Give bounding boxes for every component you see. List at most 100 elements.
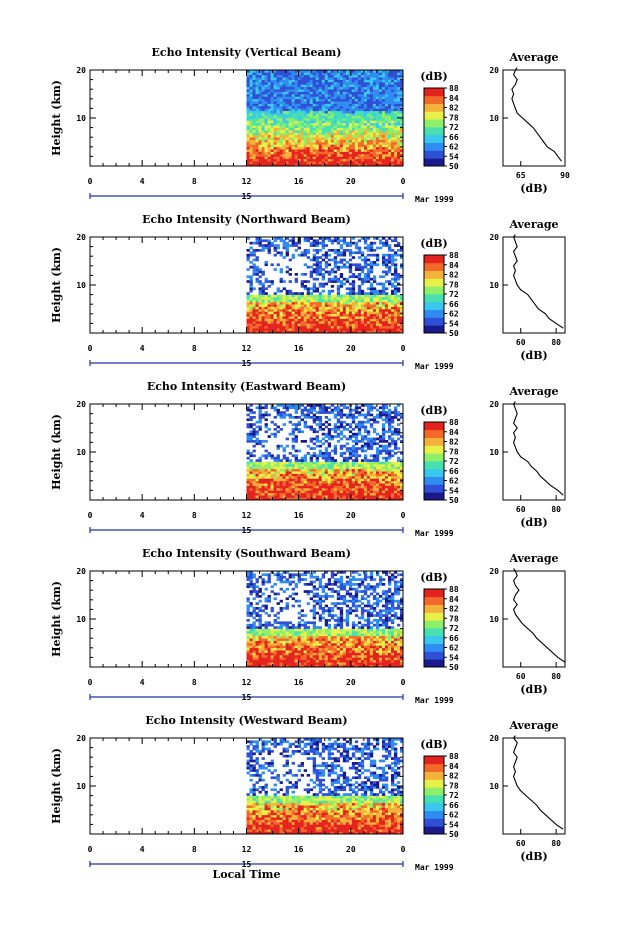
heatmap-cell <box>375 98 380 102</box>
heatmap-cell <box>345 309 350 312</box>
heatmap-cell <box>342 144 347 148</box>
heatmap-cell <box>255 156 259 160</box>
heatmap-cell <box>396 74 401 78</box>
heatmap-cell <box>246 91 250 95</box>
heatmap-cell <box>327 253 332 257</box>
heatmap-cell <box>318 86 323 90</box>
heatmap-cell <box>363 132 368 136</box>
heatmap-cell <box>291 444 295 448</box>
heatmap-cell <box>267 98 271 102</box>
heatmap-cell <box>357 96 362 100</box>
heatmap-cell <box>336 466 341 470</box>
heatmap-cell <box>297 154 301 157</box>
heatmap-cell <box>276 476 280 479</box>
heatmap-cell <box>297 430 301 434</box>
heatmap-cell <box>333 311 338 315</box>
heatmap-cell <box>294 82 298 85</box>
heatmap-cell <box>279 299 283 303</box>
heatmap-cell <box>285 139 289 143</box>
heatmap-cell <box>297 139 301 143</box>
heatmap-cell <box>363 134 368 138</box>
heatmap-cell <box>264 142 268 145</box>
heatmap-cell <box>396 125 401 128</box>
heatmap-cell <box>384 304 389 307</box>
heatmap-cell <box>354 437 359 441</box>
heatmap-cell <box>354 91 359 95</box>
heatmap-cell <box>303 318 307 322</box>
heatmap-cell <box>258 77 262 80</box>
heatmap-cell <box>306 411 310 414</box>
heatmap-cell <box>252 428 256 431</box>
heatmap-cell <box>267 246 271 250</box>
heatmap-cell <box>276 108 280 112</box>
date-label: 15 <box>242 359 252 368</box>
heatmap-cell <box>330 96 335 100</box>
heatmap-cell <box>330 488 335 491</box>
heatmap-cell <box>303 103 307 107</box>
heatmap-cell <box>297 96 301 100</box>
heatmap-cell <box>333 306 338 310</box>
heatmap-cell <box>312 413 317 417</box>
heatmap-cell <box>252 91 256 95</box>
heatmap-cell <box>369 156 374 160</box>
heatmap-cell <box>339 125 344 128</box>
heatmap-cell <box>312 478 317 482</box>
heatmap-cell <box>318 297 323 300</box>
heatmap-cell <box>261 137 265 140</box>
heatmap-cell <box>303 456 307 460</box>
heatmap-cell <box>312 471 317 474</box>
heatmap-cell <box>333 149 338 152</box>
heatmap-cell <box>258 139 262 143</box>
heatmap-cell <box>318 110 323 114</box>
heatmap-cell <box>375 304 380 307</box>
heatmap-cell <box>321 239 326 243</box>
heatmap-cell <box>360 253 365 257</box>
heatmap-cell <box>318 120 323 124</box>
heatmap-cell <box>291 447 295 450</box>
heatmap-cell <box>384 297 389 300</box>
heatmap-cell <box>279 251 283 255</box>
heatmap-cell <box>291 495 295 498</box>
heatmap-cell <box>363 318 368 322</box>
heatmap-cell <box>366 101 371 104</box>
heatmap-cell <box>273 161 277 164</box>
heatmap-cell <box>372 277 377 281</box>
avg-ytick-label: 20 <box>489 66 499 75</box>
heatmap-cell <box>357 301 362 305</box>
heatmap-cell <box>366 144 371 148</box>
heatmap-cell <box>348 490 353 494</box>
heatmap-cell <box>312 89 317 92</box>
heatmap-cell <box>303 285 307 288</box>
heatmap-cell <box>261 249 265 252</box>
heatmap-cell <box>351 478 356 482</box>
heatmap-cell <box>354 82 359 85</box>
heatmap-cell <box>261 115 265 119</box>
heatmap-cell <box>309 304 314 307</box>
heatmap-cell <box>333 452 338 455</box>
heatmap-cell <box>297 237 301 240</box>
heatmap-cell <box>321 313 326 317</box>
heatmap-cell <box>348 297 353 300</box>
heatmap-cell <box>246 275 250 279</box>
date-label: 15 <box>242 192 252 201</box>
heatmap-cell <box>372 316 377 319</box>
heatmap-cell <box>315 330 320 334</box>
heatmap-cell <box>249 246 253 250</box>
heatmap-cell <box>336 154 341 157</box>
heatmap-cell <box>375 115 380 119</box>
heatmap-cell <box>354 70 359 73</box>
heatmap-cell <box>363 330 368 334</box>
heatmap-cell <box>297 113 301 116</box>
heatmap-cell <box>378 130 383 133</box>
heatmap-cell <box>270 139 274 143</box>
heatmap-cell <box>246 488 250 491</box>
heatmap-cell <box>336 77 341 80</box>
heatmap-cell <box>342 103 347 107</box>
heatmap-cell <box>324 270 329 274</box>
heatmap-cell <box>258 480 262 484</box>
heatmap-cell <box>345 413 350 417</box>
colorbar-tick-label: 54 <box>449 152 459 161</box>
heatmap-cell <box>390 330 395 334</box>
heatmap-cell <box>288 154 292 157</box>
heatmap-cell <box>279 328 283 331</box>
